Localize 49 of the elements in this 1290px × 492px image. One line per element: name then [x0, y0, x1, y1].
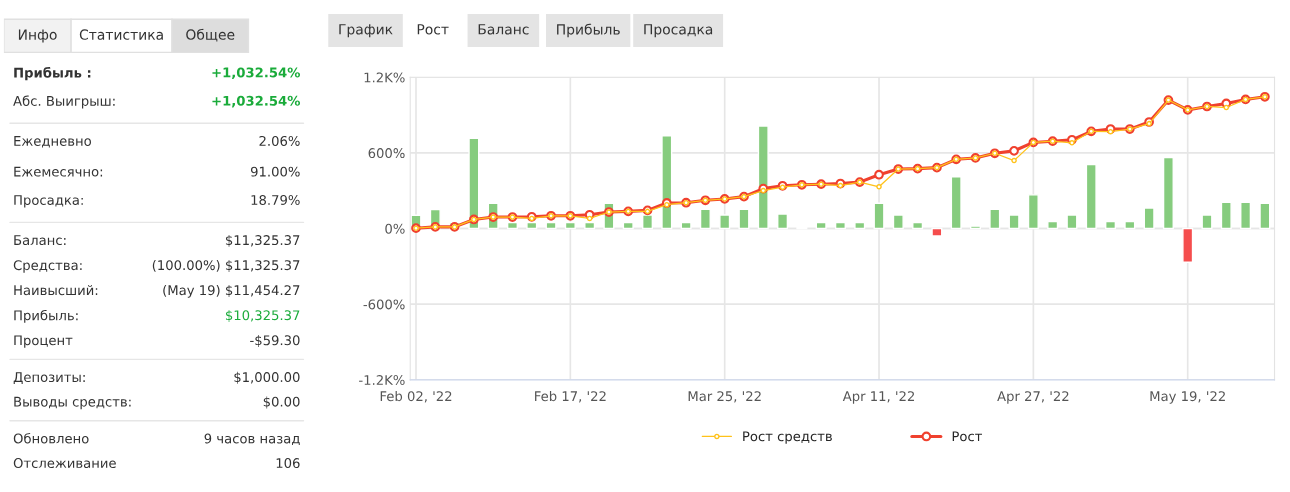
text: Отслеживание [13, 458, 116, 469]
text: Прибыль: [14, 309, 78, 323]
legend-label: Рост средств [743, 431, 832, 444]
text: $1,000.00 [234, 371, 300, 384]
text: Ежемесячно: [14, 166, 103, 177]
y-tick-label: 600% [368, 148, 405, 159]
text: $11,325.37 [225, 234, 300, 247]
text: Наивысший: [14, 285, 98, 296]
text: 106 [276, 458, 300, 469]
text: +1,032.54% [212, 67, 301, 80]
text: Просадка [644, 24, 713, 38]
x-tick-label: May 19, '22 [1150, 391, 1225, 404]
x-tick-label: Feb 17, '22 [535, 390, 606, 403]
x-tick-label: Mar 25, '22 [688, 391, 761, 403]
text: Просадка: [14, 195, 83, 208]
text: +1,032.54% [212, 95, 301, 108]
text: Выводы средств: [14, 396, 131, 410]
y-tick-label: 0% [385, 223, 405, 234]
text: Абс. Выигрыш: [13, 95, 115, 109]
text: Прибыль [557, 23, 620, 38]
text: Статистика [79, 29, 163, 40]
legend-label: Рост [952, 431, 983, 442]
text: Депозиты: [13, 372, 85, 384]
text: Ежедневно [14, 136, 91, 148]
x-tick-label: Feb 02, '22 [380, 390, 452, 403]
text: Баланс [478, 24, 529, 35]
y-tick-label: -1.2K% [359, 375, 405, 386]
x-tick-label: Apr 27, '22 [997, 391, 1069, 404]
text: График [339, 24, 393, 38]
text: 9 часов назад [204, 433, 300, 446]
text: -$59.30 [250, 335, 300, 347]
text: Обновлено [13, 433, 89, 444]
y-tick-label: 1.2K% [364, 72, 405, 83]
text: Прибыль : [14, 67, 91, 81]
text: Инфо [18, 29, 57, 43]
text: Баланс: [14, 235, 66, 246]
text: $10,325.37 [225, 309, 300, 322]
text: Процент [14, 335, 73, 348]
x-tick-label: Apr 11, '22 [842, 391, 915, 404]
text: 91.00% [250, 166, 300, 177]
text: Рост [417, 24, 449, 35]
text: 2.06% [259, 135, 300, 146]
text: (May 19) $11,454.27 [163, 284, 300, 298]
text: Общее [186, 28, 235, 42]
text: Средства: [13, 260, 82, 273]
text: (100.00%) $11,325.37 [152, 259, 300, 272]
y-tick-label: -600% [363, 299, 405, 310]
text: $0.00 [263, 396, 300, 409]
text: 18.79% [251, 194, 300, 205]
